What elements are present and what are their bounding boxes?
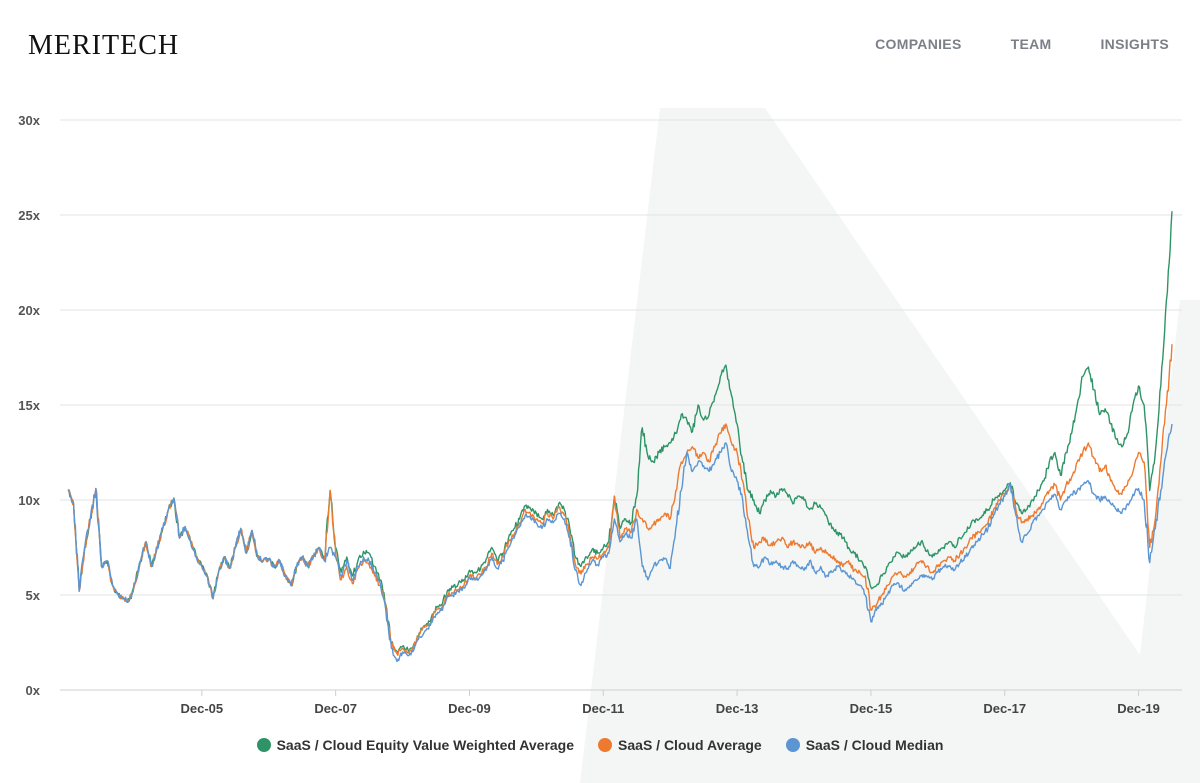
- y-axis: 0x 5x 10x 15x 20x 25x 30x: [18, 113, 40, 698]
- legend-label-weighted: SaaS / Cloud Equity Value Weighted Avera…: [276, 737, 575, 753]
- meritech-logo[interactable]: MERITECH: [28, 30, 180, 61]
- x-tick-label: Dec-17: [983, 701, 1026, 716]
- y-tick-label: 25x: [18, 208, 40, 223]
- legend-label-average: SaaS / Cloud Average: [618, 737, 762, 753]
- legend-dot-average: [598, 738, 613, 752]
- y-tick-label: 15x: [18, 398, 40, 413]
- nav-team[interactable]: TEAM: [1010, 36, 1052, 52]
- x-tick-label: Dec-09: [448, 701, 491, 716]
- x-tick-label: Dec-07: [314, 701, 357, 716]
- x-axis: Dec-05 Dec-07 Dec-09 Dec-11 Dec-13 Dec-15 Dec-…: [180, 690, 1160, 716]
- gridlines: [60, 119, 1182, 691]
- legend-label-median: SaaS / Cloud Median: [805, 737, 944, 753]
- y-tick-label: 20x: [18, 303, 40, 318]
- y-tick-label: 0x: [26, 683, 41, 698]
- x-tick-label: Dec-15: [850, 701, 893, 716]
- legend-dot-weighted: [256, 738, 271, 752]
- x-tick-label: Dec-13: [716, 701, 759, 716]
- legend-dot-median: [785, 738, 800, 752]
- logo-watermark: [580, 108, 1200, 783]
- main-nav: COMPANIES TEAM INSIGHTS: [875, 36, 1169, 52]
- nav-companies[interactable]: COMPANIES: [875, 36, 962, 52]
- legend-item-median[interactable]: SaaS / Cloud Median: [785, 737, 944, 753]
- legend-item-weighted[interactable]: SaaS / Cloud Equity Value Weighted Avera…: [256, 737, 575, 753]
- series-line-median: [67, 423, 1173, 663]
- y-tick-label: 5x: [26, 588, 41, 603]
- nav-insights[interactable]: INSIGHTS: [1100, 36, 1169, 52]
- x-tick-label: Dec-19: [1117, 701, 1160, 716]
- series-lines: [67, 211, 1173, 663]
- y-tick-label: 30x: [18, 113, 40, 128]
- chart-legend: SaaS / Cloud Equity Value Weighted Avera…: [0, 737, 1200, 753]
- x-tick-label: Dec-11: [582, 701, 624, 716]
- x-tick-label: Dec-05: [180, 701, 223, 716]
- legend-item-average[interactable]: SaaS / Cloud Average: [598, 737, 762, 753]
- y-tick-label: 10x: [18, 493, 40, 508]
